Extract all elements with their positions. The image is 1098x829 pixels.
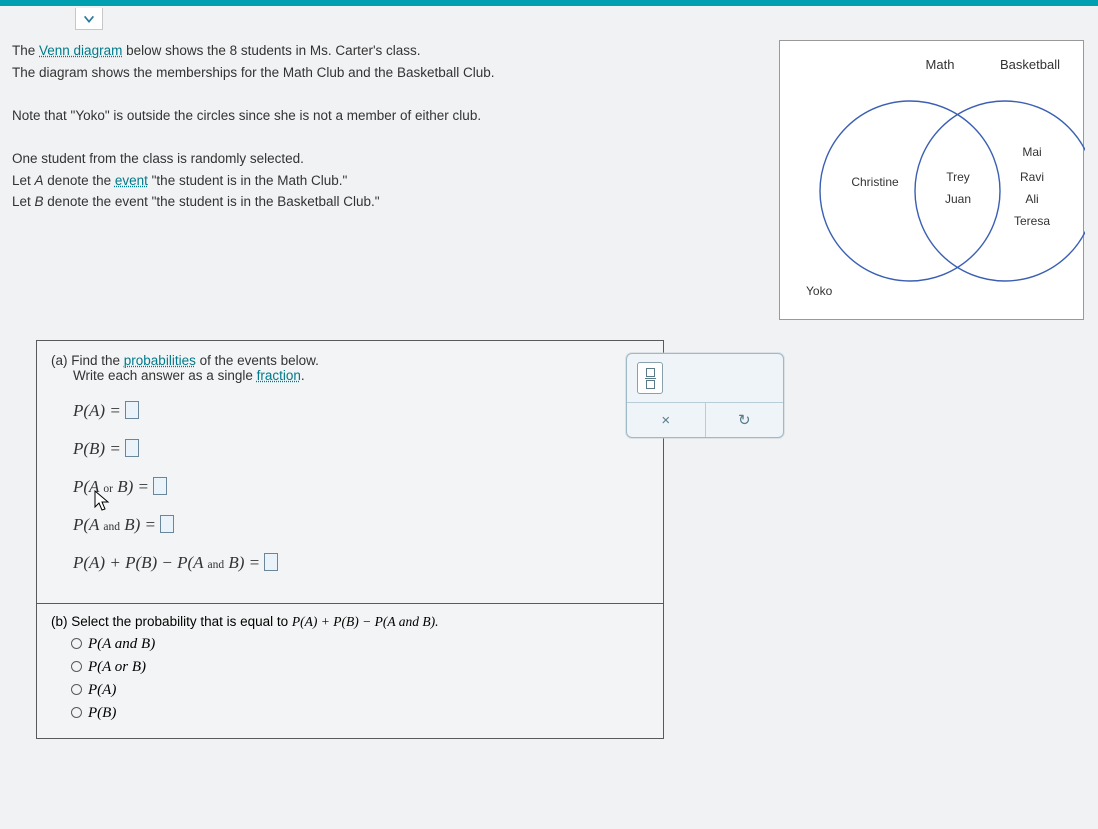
eq-paorb: P(A or B) = [73,477,649,497]
expr: P(A) + P(B) − P(A and B). [292,614,439,629]
answer-input-pb[interactable] [125,439,139,457]
venn-svg: Math Basketball Christine Trey Juan Mai … [780,41,1085,321]
radio-option-3[interactable]: P(A) [71,682,649,699]
text: Write each answer as a single [73,368,257,383]
label-math: Math [926,57,955,72]
text: "the student is in the Math Club." [148,173,347,188]
reset-icon: ↻ [738,411,751,429]
name-teresa: Teresa [1014,214,1050,228]
radio-option-2[interactable]: P(A or B) [71,659,649,676]
radio-icon [71,707,82,718]
fraction-link[interactable]: fraction [257,368,301,383]
text: of the events below. [196,353,319,368]
text: The diagram shows the memberships for th… [12,65,495,80]
var-a: A [35,173,44,188]
name-ali: Ali [1025,192,1038,206]
radio-option-1[interactable]: P(A and B) [71,636,649,653]
clear-button[interactable]: × [627,403,705,437]
fraction-button[interactable] [637,362,663,394]
eq-pb: P(B) = [73,439,649,459]
x-icon: × [661,412,670,429]
text: denote the [44,173,115,188]
event-link[interactable]: event [115,173,148,188]
venn-diagram-link[interactable]: Venn diagram [39,43,122,58]
dropdown-toggle[interactable] [75,8,103,30]
part-a-heading: (a) Find the probabilities of the events… [51,353,649,383]
name-christine: Christine [851,175,899,189]
name-yoko: Yoko [806,284,833,298]
tool-panel: × ↻ [626,353,784,438]
label-basketball: Basketball [1000,57,1060,72]
text: Let [12,173,35,188]
problem-text: The Venn diagram below shows the 8 stude… [12,40,652,213]
answer-input-addition[interactable] [264,553,278,571]
answer-input-paorb[interactable] [153,477,167,495]
reset-button[interactable]: ↻ [705,403,784,437]
answer-input-pa[interactable] [125,401,139,419]
venn-diagram-panel: Math Basketball Christine Trey Juan Mai … [779,40,1084,320]
text: (a) Find the [51,353,124,368]
text: Let [12,194,35,209]
part-a: (a) Find the probabilities of the events… [37,341,663,603]
radio-icon [71,661,82,672]
text: Note that "Yoko" is outside the circles … [12,108,481,123]
text: One student from the class is randomly s… [12,151,304,166]
radio-icon [71,684,82,695]
eq-paandb: P(A and B) = [73,515,649,535]
text: below shows the 8 students in Ms. Carter… [122,43,420,58]
radio-option-4[interactable]: P(B) [71,705,649,722]
part-b: (b) Select the probability that is equal… [37,603,663,738]
text: denote the event "the student is in the … [44,194,380,209]
eq-addition-rule: P(A) + P(B) − P(A and B) = [73,553,649,573]
text: (b) Select the probability that is equal… [51,614,292,629]
top-accent-bar [0,0,1098,6]
chevron-down-icon [82,12,96,26]
name-juan: Juan [945,192,971,206]
radio-icon [71,638,82,649]
var-b: B [35,194,44,209]
text: The [12,43,39,58]
name-mai: Mai [1022,145,1041,159]
answer-input-paandb[interactable] [160,515,174,533]
name-ravi: Ravi [1020,170,1044,184]
eq-pa: P(A) = [73,401,649,421]
name-trey: Trey [946,170,970,184]
question-box: (a) Find the probabilities of the events… [36,340,664,739]
probabilities-link[interactable]: probabilities [124,353,196,368]
